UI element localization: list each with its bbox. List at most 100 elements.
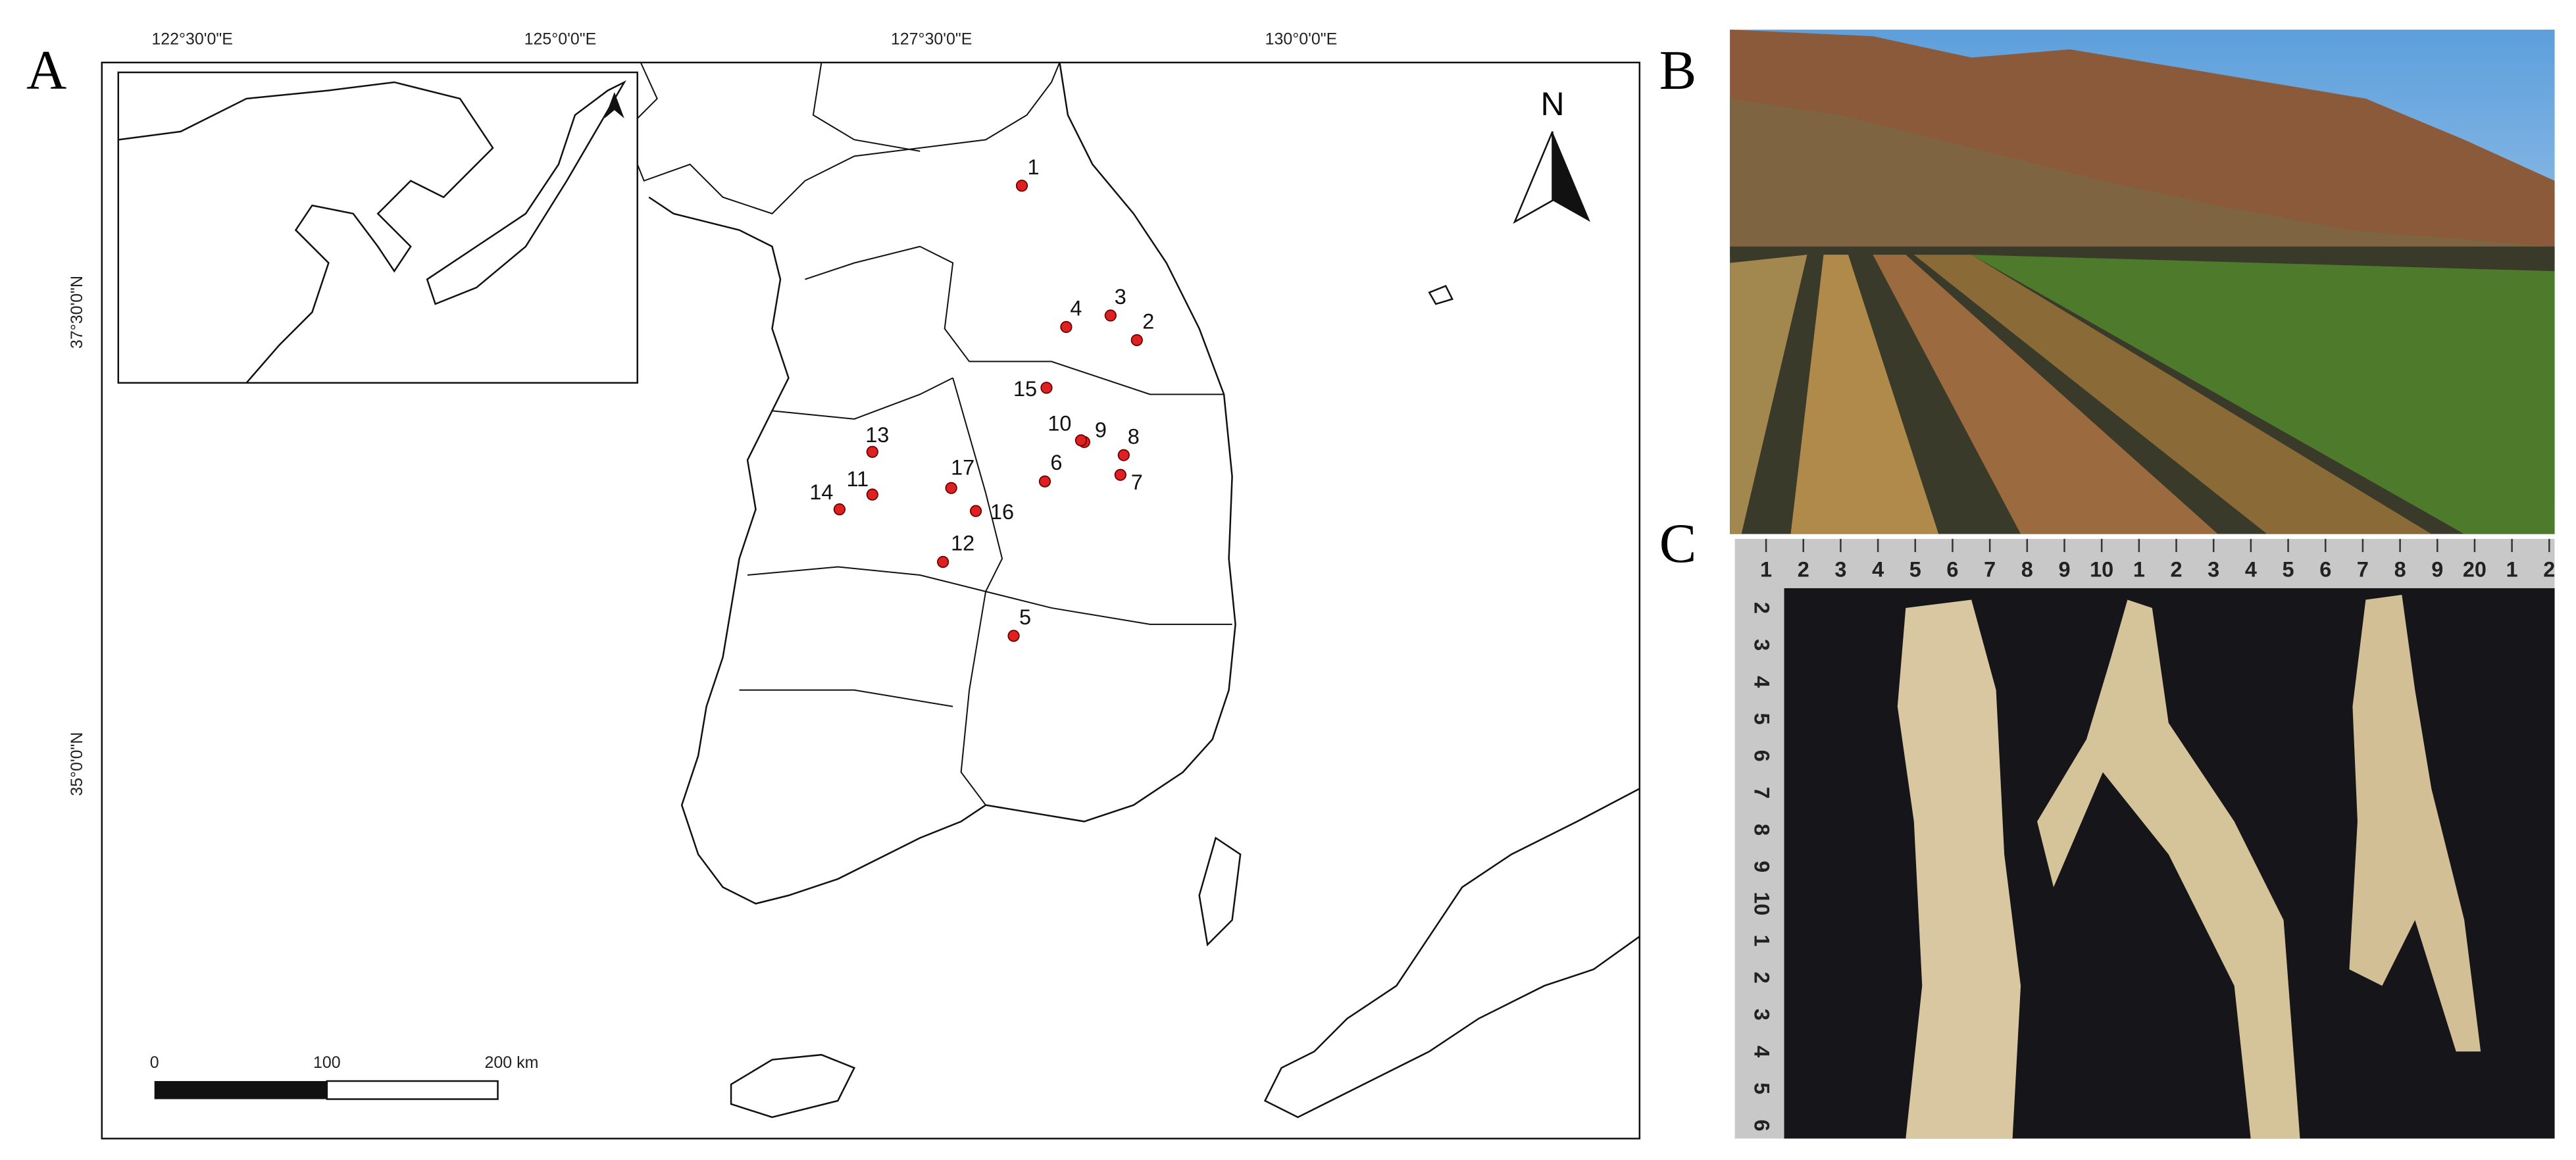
ruler-number: 9 bbox=[2058, 558, 2070, 582]
site-marker bbox=[1007, 630, 1020, 642]
site-label: 11 bbox=[846, 467, 869, 491]
island bbox=[1198, 836, 1242, 947]
site-label: 5 bbox=[1019, 605, 1031, 629]
longitude-label: 127°30'0"E bbox=[891, 30, 972, 49]
ruler-number: 2 bbox=[2543, 558, 2555, 582]
inset-north-arrow bbox=[604, 91, 624, 118]
scale-label: 200 km bbox=[485, 1053, 539, 1072]
ruler-number: 20 bbox=[2463, 558, 2487, 582]
site-marker bbox=[1040, 382, 1053, 394]
ginseng-root bbox=[2349, 594, 2481, 1052]
map-panel bbox=[101, 61, 1641, 1140]
ruler-number: 2 bbox=[1750, 972, 1774, 984]
site-marker bbox=[1060, 320, 1073, 334]
site-marker bbox=[969, 505, 982, 517]
ruler-number: 5 bbox=[1909, 558, 1921, 582]
panel-label: B bbox=[1659, 39, 1697, 101]
site-label: 12 bbox=[951, 532, 974, 555]
province-line bbox=[960, 591, 987, 806]
ruler-number: 7 bbox=[2357, 558, 2369, 582]
site-marker bbox=[1015, 180, 1028, 192]
province-line bbox=[812, 62, 921, 152]
crop-row-green bbox=[1971, 255, 2555, 534]
ruler-number: 3 bbox=[1750, 639, 1774, 651]
site-label: 3 bbox=[1115, 285, 1126, 309]
latitude-label: 35°0'0"N bbox=[68, 732, 86, 796]
scale-bar-black bbox=[154, 1081, 327, 1099]
ruler-number: 8 bbox=[1750, 824, 1774, 836]
longitude-label: 122°30'0"E bbox=[151, 30, 233, 49]
site-marker bbox=[945, 482, 957, 494]
ruler-number: 10 bbox=[2090, 558, 2113, 582]
ruler-number: 2 bbox=[1798, 558, 1809, 582]
japan-coastline bbox=[1263, 788, 1640, 1119]
site-label: 7 bbox=[1131, 470, 1143, 494]
panel-label: A bbox=[26, 39, 66, 101]
ruler-number: 10 bbox=[1750, 892, 1774, 915]
site-label: 8 bbox=[1128, 424, 1140, 448]
site-marker bbox=[937, 555, 949, 568]
ruler-number: 3 bbox=[1750, 1009, 1774, 1021]
province-line bbox=[805, 245, 1225, 395]
crop-row bbox=[1913, 255, 2432, 534]
korea-coastline bbox=[648, 62, 1236, 905]
site-marker bbox=[1104, 309, 1117, 322]
ruler-number: 3 bbox=[1834, 558, 1846, 582]
site-label: 4 bbox=[1070, 297, 1082, 320]
root-photo bbox=[1734, 539, 2555, 1139]
site-marker bbox=[1114, 468, 1126, 481]
ruler-number: 1 bbox=[1760, 558, 1772, 582]
inset-map bbox=[117, 71, 639, 384]
inset-japan bbox=[426, 80, 626, 305]
ginseng-root bbox=[1897, 599, 2021, 1139]
site-marker bbox=[866, 445, 878, 458]
site-marker bbox=[1117, 449, 1130, 461]
crop-row bbox=[1730, 255, 1807, 534]
ruler-number: 6 bbox=[2319, 558, 2331, 582]
site-label: 10 bbox=[1048, 411, 1071, 435]
site-label: 6 bbox=[1050, 451, 1062, 474]
ruler-number: 5 bbox=[1750, 1082, 1774, 1094]
jeju-island bbox=[730, 1053, 856, 1119]
ruler-number: 4 bbox=[2245, 558, 2257, 582]
ruler-number: 9 bbox=[1750, 861, 1774, 872]
ruler-number: 1 bbox=[2506, 558, 2518, 582]
ruler-number: 6 bbox=[1946, 558, 1958, 582]
ruler-number: 8 bbox=[2021, 558, 2033, 582]
ruler-number: 8 bbox=[2394, 558, 2406, 582]
ruler-number: 9 bbox=[2431, 558, 2443, 582]
ruler-number: 6 bbox=[1750, 750, 1774, 762]
site-label: 17 bbox=[951, 456, 974, 480]
ruler-number: 5 bbox=[2283, 558, 2294, 582]
scale-bar-white bbox=[326, 1080, 499, 1100]
ruler-number: 2 bbox=[1750, 602, 1774, 614]
site-marker bbox=[866, 488, 878, 501]
hillside-lower bbox=[1730, 98, 2555, 272]
site-label: 16 bbox=[990, 500, 1014, 524]
province-line bbox=[739, 689, 953, 707]
scale-label: 100 bbox=[313, 1053, 341, 1072]
province-line bbox=[772, 377, 953, 420]
ruler-number: 1 bbox=[1750, 935, 1774, 947]
ruler-number: 3 bbox=[2208, 558, 2219, 582]
scale-label: 0 bbox=[150, 1053, 159, 1072]
ruler-number: 5 bbox=[1750, 713, 1774, 724]
site-marker bbox=[1074, 434, 1088, 447]
ruler-number: 7 bbox=[1984, 558, 1996, 582]
longitude-label: 125°0'0"E bbox=[524, 30, 597, 49]
site-label: 2 bbox=[1142, 309, 1154, 333]
crop-row bbox=[1790, 255, 1939, 534]
ruler-number: 2 bbox=[2171, 558, 2183, 582]
site-label: 14 bbox=[809, 480, 833, 504]
north-arrow-right bbox=[1552, 131, 1590, 222]
site-marker bbox=[1038, 475, 1051, 488]
site-label: 15 bbox=[1013, 377, 1037, 401]
province-line bbox=[952, 378, 1003, 592]
site-marker bbox=[1130, 334, 1143, 347]
ruler-number: 7 bbox=[1750, 787, 1774, 799]
ginseng-root bbox=[2037, 599, 2300, 1139]
ruler-number: 4 bbox=[1750, 1046, 1774, 1057]
field-photo bbox=[1730, 30, 2555, 534]
inset-coastline bbox=[118, 81, 494, 384]
